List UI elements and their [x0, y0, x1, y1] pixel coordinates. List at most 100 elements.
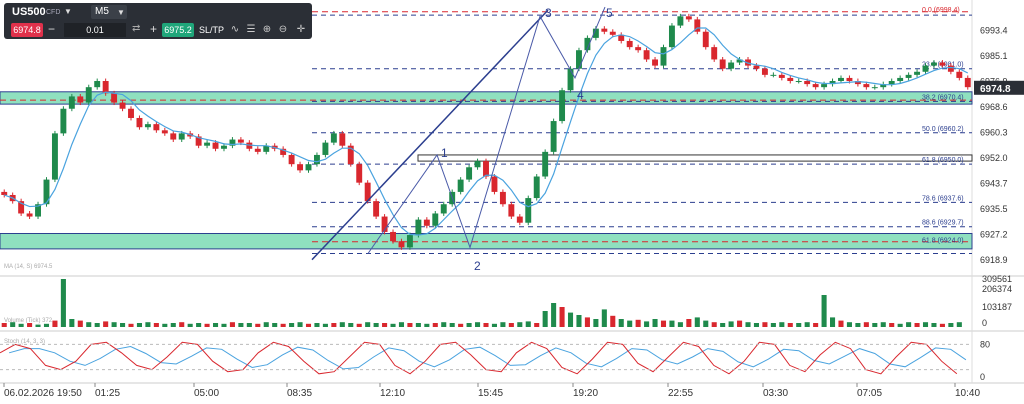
time-tick-label: 06.02.2026 19:50 — [4, 388, 82, 399]
volume-bar — [136, 323, 142, 327]
candle-body — [288, 154, 295, 165]
candle-body — [761, 68, 768, 75]
candle-body — [626, 40, 633, 48]
volume-bar — [27, 323, 33, 327]
candle-body — [660, 47, 667, 66]
candle-body — [390, 231, 396, 242]
volume-bar — [948, 323, 954, 327]
volume-bar — [728, 321, 734, 327]
volume-bar — [43, 323, 50, 327]
candle-body — [170, 133, 177, 140]
candle-body — [51, 133, 58, 180]
candle-body — [330, 133, 337, 143]
volume-bar — [424, 323, 430, 327]
time-tick-label: 01:25 — [95, 388, 120, 399]
volume-bar — [804, 322, 810, 327]
volume-bar — [551, 303, 557, 327]
time-tick-label: 19:20 — [573, 388, 598, 399]
volume-bar — [196, 323, 202, 327]
volume-bar — [889, 323, 895, 327]
candle-body — [618, 34, 625, 41]
line-tool-icon[interactable]: ∿ — [230, 24, 240, 35]
symbol-label[interactable]: US500 — [12, 6, 46, 18]
volume-bar — [593, 319, 599, 327]
volume-bar — [559, 307, 565, 327]
candle-body — [35, 204, 41, 217]
candle-body — [1, 191, 8, 195]
candle-body — [195, 136, 202, 146]
sltp-button[interactable]: SL/TP — [199, 25, 225, 35]
volume-bar — [111, 322, 117, 327]
resistance-zone — [0, 91, 973, 105]
price-tick-label: 6918.9 — [980, 255, 1008, 265]
wave-label: 4 — [577, 88, 584, 102]
candle-body — [677, 16, 684, 26]
volume-bar — [534, 323, 540, 327]
candle-body — [804, 81, 811, 85]
volume-bar — [610, 315, 616, 327]
volume-bar — [922, 322, 929, 327]
volume-input[interactable]: 0.01 — [64, 23, 126, 37]
moving-average-line — [4, 27, 969, 236]
volume-bar — [897, 323, 903, 327]
fib-trendline — [311, 9, 549, 261]
price-tick-label: 6960.3 — [980, 127, 1008, 137]
sell-price-button[interactable]: 6974.8 — [11, 23, 43, 37]
candle-body — [483, 161, 489, 177]
volume-bar — [703, 320, 709, 327]
candle-body — [863, 84, 870, 88]
candle-body — [229, 139, 236, 146]
volume-bar — [153, 323, 159, 327]
volume-bar — [382, 323, 388, 327]
candle-body — [525, 198, 532, 223]
volume-bar — [356, 323, 362, 327]
fib-level-label: 78.6 (6937.6) — [922, 195, 964, 202]
volume-bar — [466, 323, 472, 327]
candle-body — [964, 77, 971, 88]
candle-body — [685, 16, 692, 20]
volume-bar — [863, 322, 869, 327]
volume-bar — [779, 322, 785, 327]
volume-bar — [491, 323, 497, 327]
time-tick-label: 08:35 — [287, 388, 312, 399]
crosshair-icon[interactable]: ✛ — [296, 24, 306, 35]
zoom-in-icon[interactable]: ⊕ — [262, 24, 272, 35]
volume-bar — [737, 320, 743, 327]
volume-increase-button[interactable]: + — [150, 22, 158, 36]
candle-body — [440, 204, 447, 214]
volume-decrease-button[interactable]: − — [48, 22, 56, 36]
swap-icon[interactable]: ⇄ — [132, 23, 141, 34]
wave-label: 1 — [441, 146, 448, 160]
volume-bar — [373, 323, 379, 327]
zoom-out-icon[interactable]: ⊖ — [278, 24, 288, 35]
volume-bar — [289, 323, 295, 327]
timeframe-dropdown-icon[interactable]: ▼ — [117, 8, 125, 17]
symbol-dropdown-icon[interactable]: ▼ — [64, 7, 72, 16]
price-tick-label: 6985.1 — [980, 51, 1008, 61]
volume-bar — [145, 322, 151, 327]
buy-price-button[interactable]: 6975.2 — [162, 23, 194, 37]
price-tick-label: 6993.4 — [980, 25, 1008, 35]
timeframe-select[interactable]: M5 — [91, 5, 127, 19]
candle-body — [373, 201, 380, 217]
volume-bar — [348, 323, 354, 327]
time-tick-label: 12:10 — [380, 388, 405, 399]
candle-body — [702, 31, 709, 48]
candle-body — [254, 148, 261, 152]
volume-bar — [821, 295, 827, 327]
volume-bar — [1, 323, 7, 327]
volume-bar — [204, 323, 210, 327]
candle-body — [364, 182, 371, 202]
volume-bar — [10, 322, 16, 327]
volume-bar — [331, 323, 337, 327]
candle-body — [914, 71, 921, 75]
volume-bar — [128, 323, 134, 327]
fib-tool-icon[interactable]: ☰ — [246, 24, 256, 35]
volume-bar — [60, 279, 66, 327]
volume-tick-label: 206374 — [982, 284, 1012, 294]
candle-body — [576, 50, 582, 69]
candle-body — [18, 201, 25, 214]
volume-bar — [458, 323, 464, 327]
candle-body — [136, 117, 143, 128]
